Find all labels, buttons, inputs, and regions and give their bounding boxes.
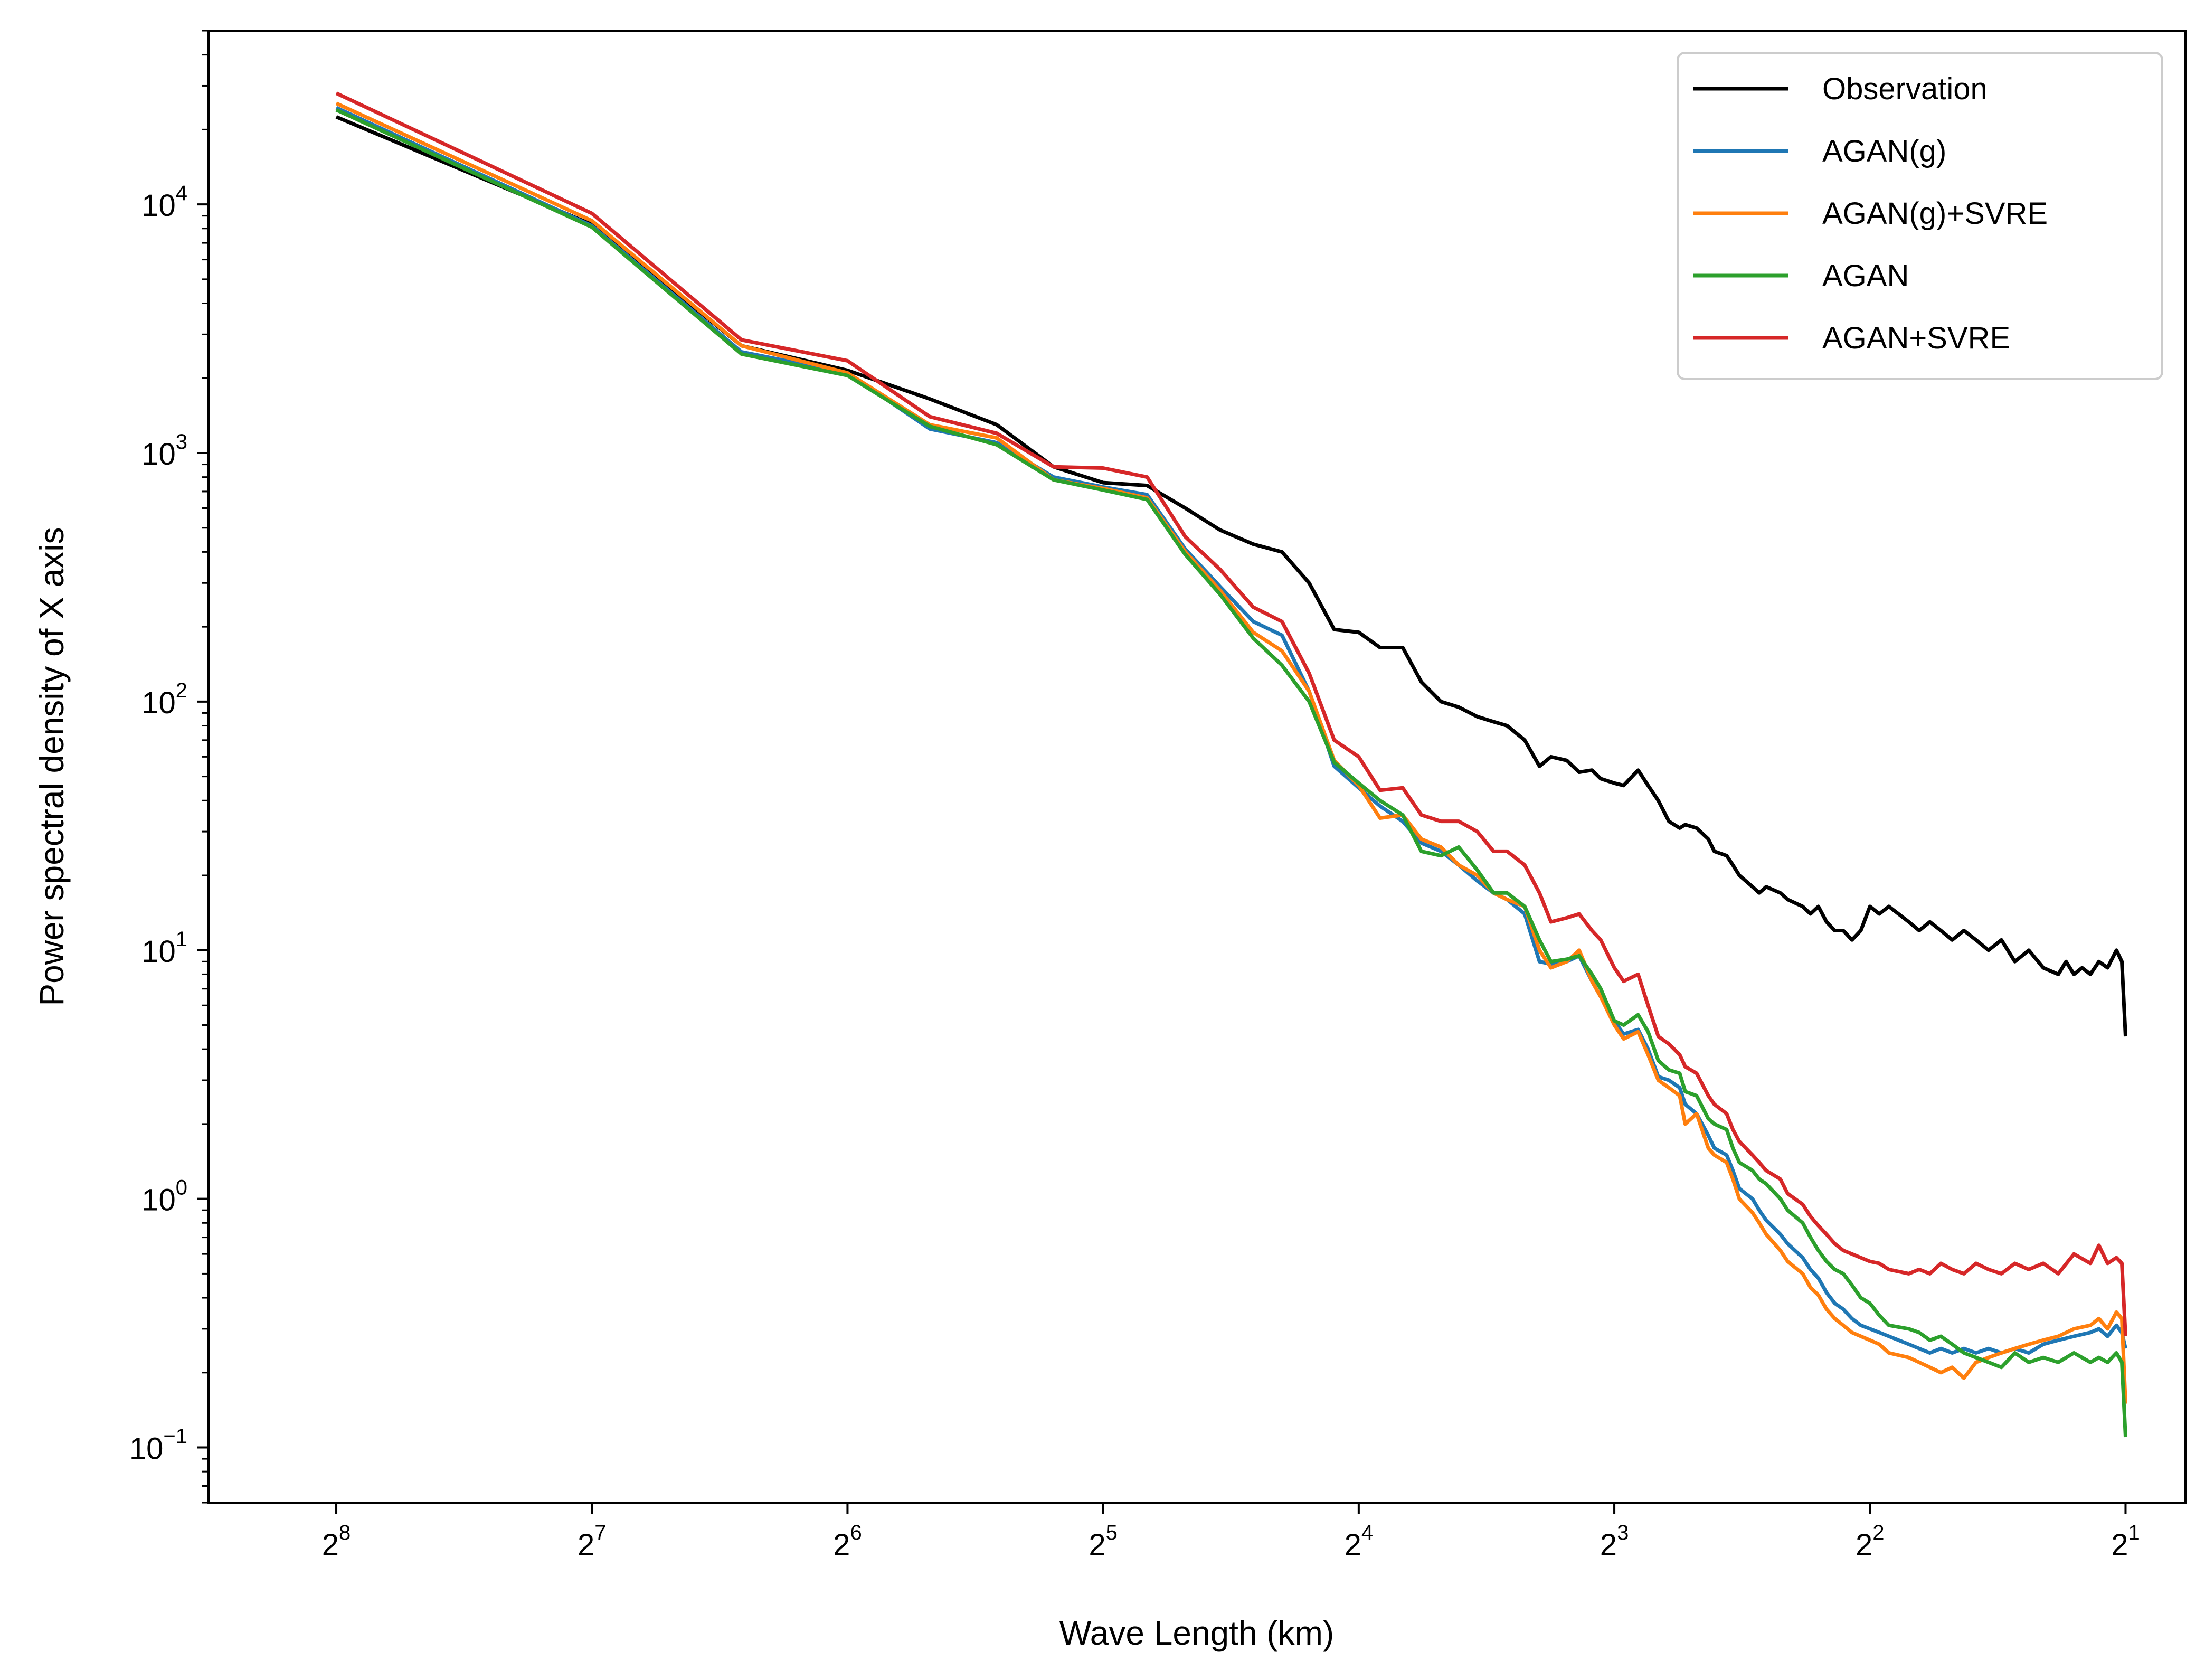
legend-box	[1677, 52, 2163, 380]
y-tick-label: 103	[141, 430, 187, 471]
y-axis-ticks: 10−1 100 101 102 103 104	[129, 30, 209, 1504]
x-tick-label: 26	[833, 1521, 862, 1562]
legend: Observation AGAN(g) AGAN(g)+SVRE AGAN AGAN+S…	[1677, 52, 2163, 380]
series-line-agan	[335, 108, 2127, 1438]
series-line-observation	[335, 115, 2127, 1037]
legend-label: AGAN(g)+SVRE	[1822, 196, 2048, 231]
legend-label: AGAN(g)	[1822, 134, 1946, 168]
legend-label: AGAN	[1822, 259, 1909, 293]
y-tick-label: 10−1	[129, 1425, 187, 1466]
y-tick-label: 104	[141, 182, 187, 223]
x-axis-label: Wave Length (km)	[1059, 1614, 1334, 1652]
x-tick-label: 24	[1345, 1521, 1374, 1562]
legend-label: AGAN+SVRE	[1822, 321, 2010, 355]
x-tick-label: 25	[1089, 1521, 1118, 1562]
series-layer	[335, 91, 2127, 1438]
x-tick-label: 27	[578, 1521, 607, 1562]
x-tick-label: 23	[1600, 1521, 1629, 1562]
y-axis-label: Power spectral density of X axis	[33, 527, 71, 1006]
x-tick-label: 22	[1856, 1521, 1885, 1562]
plot-frame	[207, 30, 2187, 1504]
x-tick-label: 28	[322, 1521, 351, 1562]
x-tick-label: 21	[2111, 1521, 2140, 1562]
y-tick-label: 100	[141, 1176, 187, 1217]
x-axis-ticks: 28 27 26 25 24 23 22 21	[322, 1503, 2140, 1562]
y-tick-label: 101	[141, 928, 187, 969]
series-line-agan-g-svre	[335, 101, 2127, 1404]
series-line-agan-svre	[335, 91, 2127, 1337]
legend-label: Observation	[1822, 72, 1988, 106]
y-tick-label: 102	[141, 679, 187, 720]
